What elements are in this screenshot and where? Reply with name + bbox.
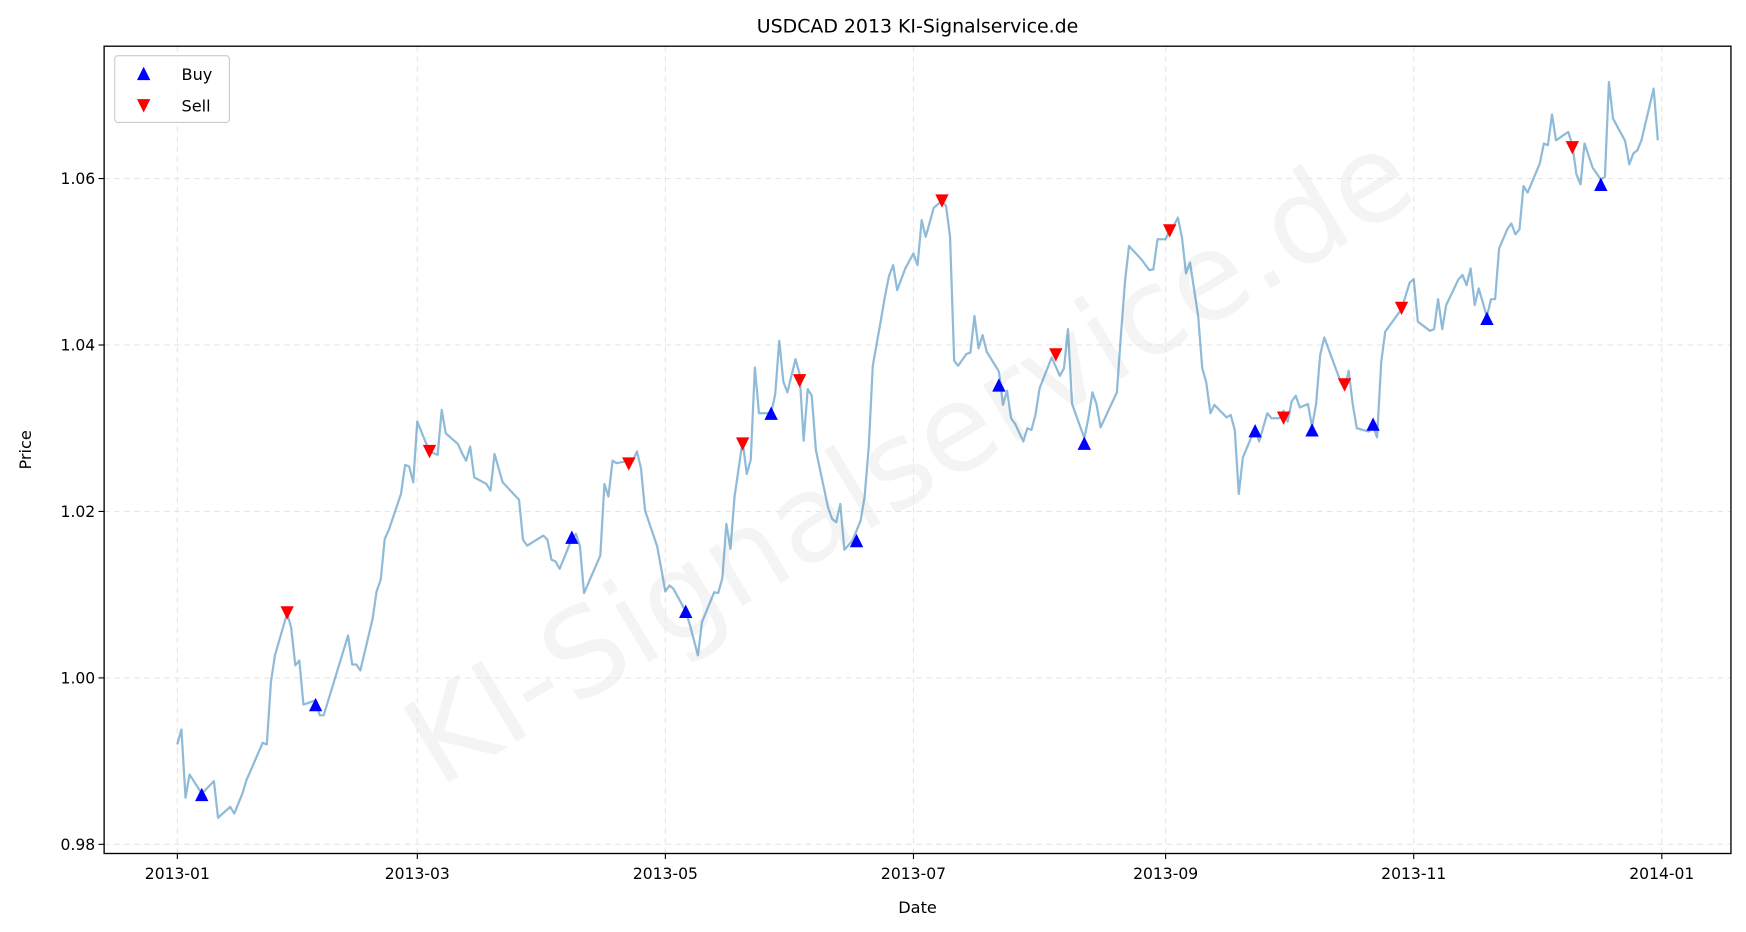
buy-signal-marker bbox=[1077, 436, 1091, 450]
y-axis-label: Price bbox=[16, 430, 35, 469]
buy-signal-marker bbox=[1305, 423, 1319, 437]
y-tick-label: 1.04 bbox=[61, 337, 96, 355]
sell-signal-marker bbox=[1394, 301, 1409, 316]
buy-signal-marker bbox=[565, 530, 579, 544]
sell-signal-marker bbox=[1565, 141, 1580, 155]
x-tick-label: 2013-01 bbox=[145, 865, 210, 883]
sell-signal-marker bbox=[1337, 378, 1352, 392]
buy-signal-marker bbox=[849, 533, 864, 548]
buy-signal-marker bbox=[1248, 424, 1262, 438]
grid bbox=[104, 46, 1731, 854]
x-tick-label: 2013-05 bbox=[633, 865, 698, 883]
legend-buy-label: Buy bbox=[182, 65, 213, 84]
x-tick-label: 2013-09 bbox=[1133, 865, 1198, 883]
legend-buy-marker bbox=[136, 66, 151, 81]
x-axis-label: Date bbox=[898, 898, 937, 917]
sell-signal-marker bbox=[280, 606, 294, 620]
y-axis: 0.98 1.00 1.02 1.04 1.06 bbox=[61, 170, 105, 854]
buy-signal-marker bbox=[195, 787, 209, 802]
buy-signal-marker bbox=[1594, 177, 1608, 192]
x-axis: 2013-01 2013-03 2013-05 2013-07 2013-09 2013-… bbox=[145, 853, 1694, 883]
y-tick-label: 1.06 bbox=[61, 170, 96, 188]
watermark: KI-Signalservice.de bbox=[381, 103, 1436, 813]
buy-signal-marker bbox=[1366, 417, 1380, 431]
buy-signal-marker bbox=[1480, 311, 1494, 326]
legend: Buy Sell bbox=[114, 55, 230, 124]
legend-sell-marker bbox=[136, 99, 151, 113]
price-line bbox=[176, 80, 1659, 819]
sell-signal-marker bbox=[935, 194, 949, 208]
sell-signal-marker bbox=[735, 437, 750, 451]
sell-signal-marker bbox=[1276, 411, 1291, 425]
y-tick-label: 0.98 bbox=[61, 836, 96, 854]
buy-signal-marker bbox=[992, 378, 1006, 392]
sell-signal-marker bbox=[792, 374, 807, 388]
legend-sell-label: Sell bbox=[182, 96, 211, 115]
sell-signal-marker bbox=[1163, 224, 1177, 238]
x-tick-label: 2013-03 bbox=[385, 865, 450, 883]
y-tick-label: 1.02 bbox=[61, 503, 96, 521]
series-layer bbox=[176, 80, 1659, 819]
x-tick-label: 2013-11 bbox=[1381, 865, 1446, 883]
sell-signal-marker bbox=[622, 457, 636, 471]
plot-frame bbox=[103, 45, 1732, 855]
buy-signal-marker bbox=[308, 697, 323, 712]
sell-signal-marker bbox=[422, 444, 437, 459]
watermark-layer: KI-Signalservice.de bbox=[381, 103, 1436, 813]
chart-title: USDCAD 2013 KI-Signalservice.de bbox=[757, 15, 1078, 37]
x-tick-label: 2014-01 bbox=[1629, 865, 1694, 883]
buy-signal-marker bbox=[764, 406, 778, 420]
y-tick-label: 1.00 bbox=[61, 669, 96, 687]
sell-signal-marker bbox=[1049, 348, 1063, 362]
x-tick-label: 2013-07 bbox=[881, 865, 946, 883]
buy-signal-marker bbox=[679, 604, 693, 618]
